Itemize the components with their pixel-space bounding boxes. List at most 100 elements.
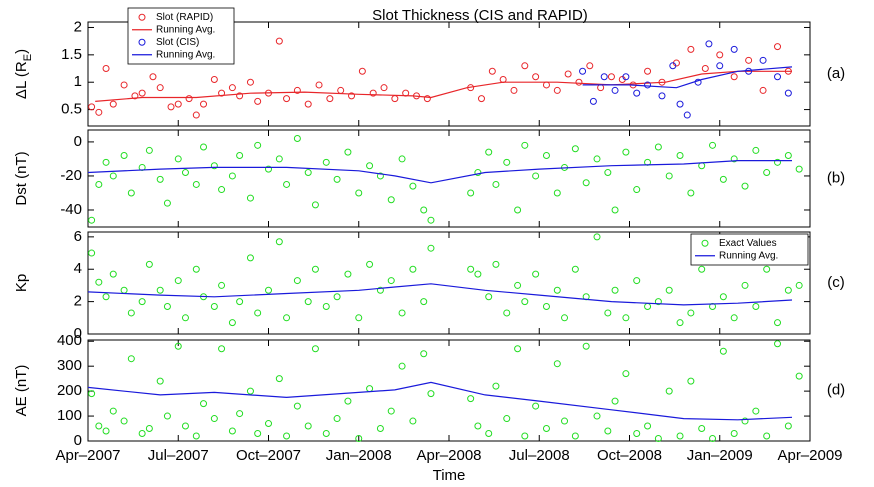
data-point (633, 430, 641, 438)
y-tick-label: 6 (74, 228, 82, 245)
data-point (730, 430, 738, 438)
data-point (719, 293, 727, 301)
data-point (741, 417, 749, 425)
data-point (210, 302, 218, 310)
data-point (604, 427, 612, 435)
data-point (503, 415, 511, 423)
data-point (102, 293, 110, 301)
data-point (127, 189, 135, 197)
data-point (521, 62, 529, 70)
data-point (192, 432, 200, 440)
data-point (514, 345, 522, 353)
data-point (275, 37, 283, 45)
data-point (763, 432, 771, 440)
data-point (167, 103, 175, 111)
data-point (542, 302, 550, 310)
data-point (275, 375, 283, 383)
data-point (716, 51, 724, 59)
data-point (315, 81, 323, 89)
data-point (698, 425, 706, 433)
data-point (521, 298, 529, 306)
data-point (784, 286, 792, 294)
data-point (521, 141, 529, 149)
data-point (752, 302, 760, 310)
data-point (333, 175, 341, 183)
data-point (131, 92, 139, 100)
data-point (503, 158, 511, 166)
data-point (571, 145, 579, 153)
data-point (95, 278, 103, 286)
data-point (492, 382, 500, 390)
data-point (658, 92, 666, 100)
data-point (95, 108, 103, 116)
data-point (163, 199, 171, 207)
data-point (485, 148, 493, 156)
data-point (192, 180, 200, 188)
data-point (561, 417, 569, 425)
data-point (156, 175, 164, 183)
data-point (344, 397, 352, 405)
data-point (376, 425, 384, 433)
data-point (503, 309, 511, 317)
data-point (192, 111, 200, 119)
data-point (561, 314, 569, 322)
data-point (102, 158, 110, 166)
data-point (246, 78, 254, 86)
legend-label: Slot (RAPID) (156, 12, 213, 23)
data-point (322, 302, 330, 310)
data-point (138, 89, 146, 97)
data-point (109, 100, 117, 108)
data-point (745, 56, 753, 64)
data-point (532, 270, 540, 278)
data-point (676, 319, 684, 327)
data-point (138, 298, 146, 306)
data-point (236, 92, 244, 100)
data-point (120, 152, 128, 160)
data-point (200, 143, 208, 151)
data-point (514, 206, 522, 214)
data-point (127, 355, 135, 363)
data-point (88, 390, 96, 398)
data-point (654, 143, 662, 151)
data-point (181, 169, 189, 177)
running-average-line (87, 160, 792, 184)
panel-label: (a) (827, 65, 845, 82)
y-tick-label: -40 (60, 201, 82, 218)
y-tick-label: 0 (74, 432, 82, 449)
data-point (156, 286, 164, 294)
data-point (218, 345, 226, 353)
data-point (265, 286, 272, 294)
data-point (236, 152, 244, 160)
data-point (265, 165, 272, 173)
data-point (366, 162, 374, 170)
data-point (398, 309, 406, 317)
data-point (127, 309, 135, 317)
x-tick-label: Oct–2007 (236, 447, 301, 464)
data-point (88, 249, 96, 257)
data-point (521, 432, 529, 440)
y-tick-label: 0 (74, 133, 82, 150)
data-point (593, 412, 601, 420)
data-point (611, 86, 619, 94)
data-point (795, 372, 803, 380)
data-point (553, 360, 561, 368)
data-point (218, 186, 226, 194)
data-point (633, 89, 641, 97)
data-point (622, 314, 630, 322)
data-point (420, 206, 428, 214)
y-tick-label: 400 (57, 332, 82, 349)
data-point (391, 95, 399, 103)
data-point (246, 194, 254, 202)
data-point (532, 172, 540, 180)
data-point (705, 40, 713, 48)
data-point (774, 340, 782, 348)
data-point (784, 152, 792, 160)
data-point (304, 100, 312, 108)
data-point (369, 89, 377, 97)
data-point (210, 415, 218, 423)
data-point (633, 277, 641, 285)
data-point (88, 103, 96, 111)
data-point (376, 172, 384, 180)
data-point (120, 417, 128, 425)
